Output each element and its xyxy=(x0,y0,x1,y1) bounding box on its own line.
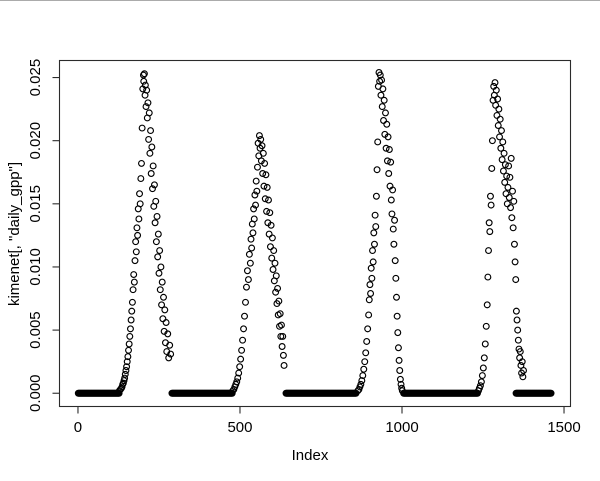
zero-baseline-points xyxy=(74,389,555,397)
y-axis-label: kimenet[, "daily_gpp"] xyxy=(6,162,23,306)
x-tick-label: 1000 xyxy=(385,419,418,436)
x-axis-ticks: 0 500 1000 1500 xyxy=(74,406,581,436)
x-tick-label: 500 xyxy=(227,419,252,436)
y-tick-label: 0.025 xyxy=(27,59,44,97)
x-tick-label: 1500 xyxy=(547,419,580,436)
y-tick-label: 0.015 xyxy=(27,185,44,223)
x-axis-label: Index xyxy=(292,447,329,464)
y-tick-label: 0.020 xyxy=(27,122,44,160)
y-tick-label: 0.010 xyxy=(27,248,44,286)
y-tick-label: 0.000 xyxy=(27,374,44,412)
scatter-points xyxy=(115,69,527,395)
x-tick-label: 0 xyxy=(74,419,82,436)
plot-box xyxy=(58,59,572,408)
y-axis-ticks: 0.000 0.005 0.010 0.015 0.020 0.025 xyxy=(27,59,60,412)
y-tick-label: 0.005 xyxy=(27,311,44,349)
